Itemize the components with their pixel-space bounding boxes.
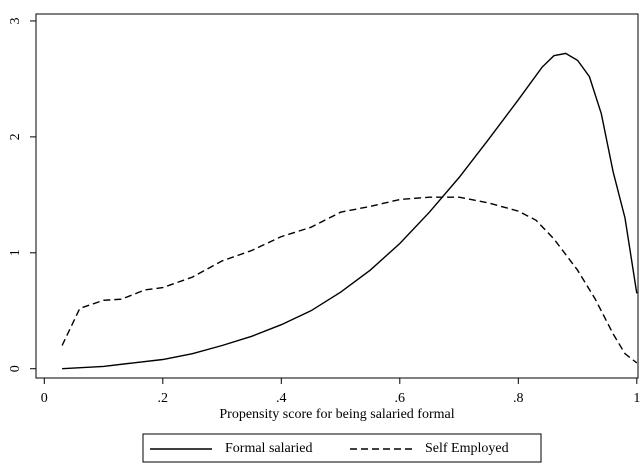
legend-label: Formal salaried [225,441,312,456]
legend-label: Self Employed [425,441,509,456]
series-line [61,196,638,364]
x-tick-label: .4 [276,391,287,406]
x-tick-label: 0 [41,391,48,406]
y-tick-label: 1 [8,249,23,256]
x-tick-label: .8 [513,391,524,406]
x-axis-label: Propensity score for being salaried form… [219,407,454,422]
x-tick-label: .2 [158,391,169,406]
y-tick-label: 3 [8,17,23,24]
series-line [62,52,638,370]
x-tick-label: .6 [395,391,406,406]
y-tick-label: 0 [8,365,23,372]
plot-frame [35,13,639,379]
legend-box [142,433,542,463]
y-tick-label: 2 [8,133,23,140]
x-tick-label: 1 [633,391,640,406]
